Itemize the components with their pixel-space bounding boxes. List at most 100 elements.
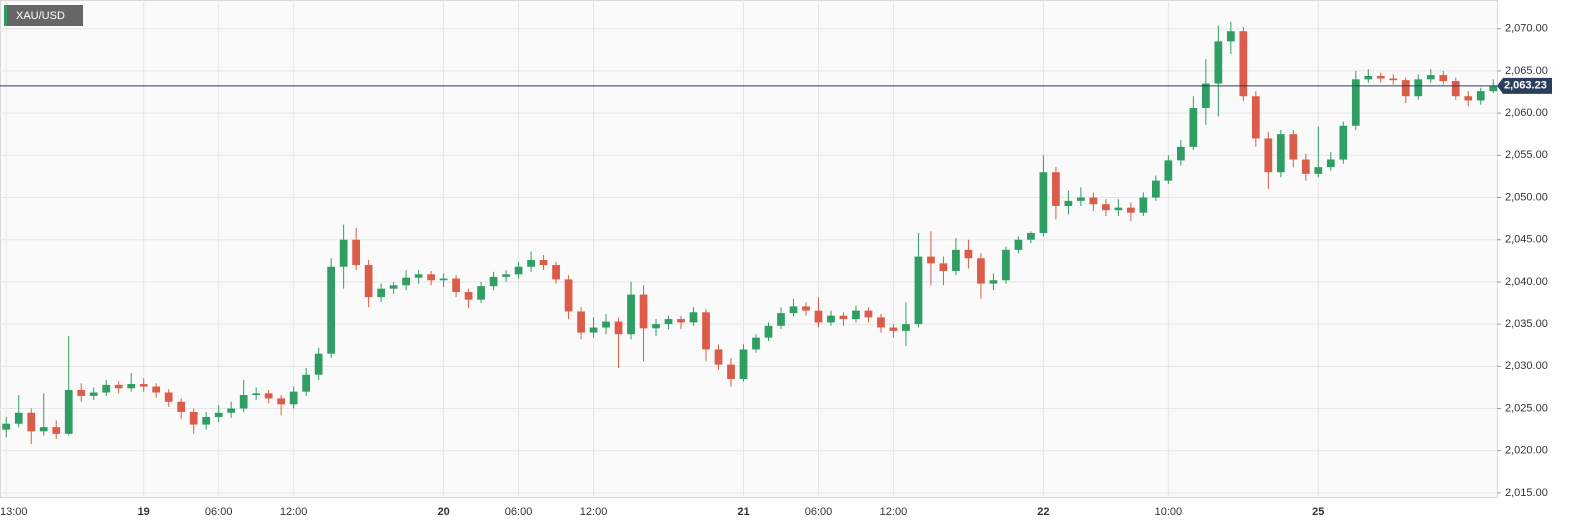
candle-body [1151,180,1160,198]
candle-body [914,256,923,325]
candle-body [539,259,548,266]
candle-body [1239,31,1248,97]
candle-body [377,288,385,298]
candle-body [1089,197,1098,205]
candle-body [1301,159,1310,174]
candle-body [764,325,773,338]
title-accent [4,5,7,26]
candle-body [477,286,485,300]
candle-body [1077,197,1085,201]
candle-body [164,392,173,402]
x-tick-label: 12:00 [880,506,908,518]
candle-body [1426,75,1435,80]
candle-body [1176,146,1185,161]
candle-body [639,294,648,329]
y-tick-label: 2,070.00 [1505,23,1548,35]
candle-body [789,306,798,314]
y-tick-label: 2,055.00 [1505,149,1548,161]
candle-body [1276,134,1285,173]
candle-body [927,256,935,264]
y-tick-label: 2,050.00 [1505,191,1548,203]
x-tick-label: 22 [1037,506,1049,518]
y-tick-label: 2,030.00 [1505,360,1548,372]
candle-body [102,384,111,393]
candle-body [1476,91,1485,101]
candle-body [577,311,585,333]
candle-body [877,317,885,328]
candle-body [1489,86,1498,92]
candle-body [114,384,123,389]
candle-body [1264,138,1273,173]
last-price-tag [1497,77,1552,94]
candle-body [202,416,211,425]
candle-body [739,349,748,379]
y-tick-label: 2,015.00 [1505,487,1548,499]
candle-body [527,259,535,267]
x-tick-label: 06:00 [805,506,833,518]
x-tick-label: 06:00 [205,506,233,518]
candle-body [289,391,298,405]
candle-body [802,306,810,311]
candle-body [1439,75,1448,82]
candle-body [1289,134,1298,160]
candle-body [1027,232,1035,240]
y-tick-label: 2,035.00 [1505,318,1548,330]
candle-body [339,239,348,267]
candle-body [64,389,73,434]
y-tick-label: 2,020.00 [1505,445,1548,457]
candle-body [627,294,635,335]
candle-body [514,266,523,275]
candle-body [1102,204,1110,211]
x-tick-label: 12:00 [280,506,308,518]
candle-body [389,285,398,289]
grid [0,0,1497,498]
y-tick-label: 2,065.00 [1505,65,1548,77]
candle-body [352,239,361,266]
candle-body [1164,160,1173,181]
candle-body [14,412,23,424]
last-price-label: 2,063.23 [1504,80,1547,92]
x-tick-label: 20 [437,506,449,518]
candle-body [839,315,848,320]
candle-body [1064,200,1073,206]
x-tick-label: 13:00 [0,506,28,518]
candle-body [402,277,410,286]
candle-body [302,374,311,392]
candle-body [964,249,973,259]
candle-body [52,427,61,434]
candles [2,21,1498,444]
candle-body [189,411,198,425]
chart-title: XAU/USD [16,10,65,22]
title-box [4,5,83,26]
candle-body [127,384,136,389]
candle-body [902,324,910,331]
candle-body [702,312,710,350]
candle-body [1326,159,1335,168]
candle-body [327,266,336,354]
candle-body [1002,249,1010,281]
candle-body [314,353,323,375]
candle-body [589,327,598,333]
candle-body [452,278,460,293]
candle-body [852,310,860,320]
candle-body [952,249,960,271]
candle-body [439,278,448,281]
candle-body [814,310,823,323]
candle-body [1451,81,1460,97]
candle-body [889,327,898,331]
candle-body [502,274,510,277]
candle-body [1226,31,1235,42]
candle-body [277,398,286,405]
candle-body [714,349,723,365]
candle-body [1189,108,1198,147]
candle-body [1376,75,1385,79]
x-tick-label: 25 [1312,506,1324,518]
candle-body [427,274,435,281]
candle-body [264,393,273,399]
x-tick-label: 06:00 [505,506,533,518]
candle-body [827,315,835,323]
candle-body [239,395,248,409]
candle-body [564,279,573,312]
candle-body [27,412,36,432]
candle-body [1339,125,1348,160]
